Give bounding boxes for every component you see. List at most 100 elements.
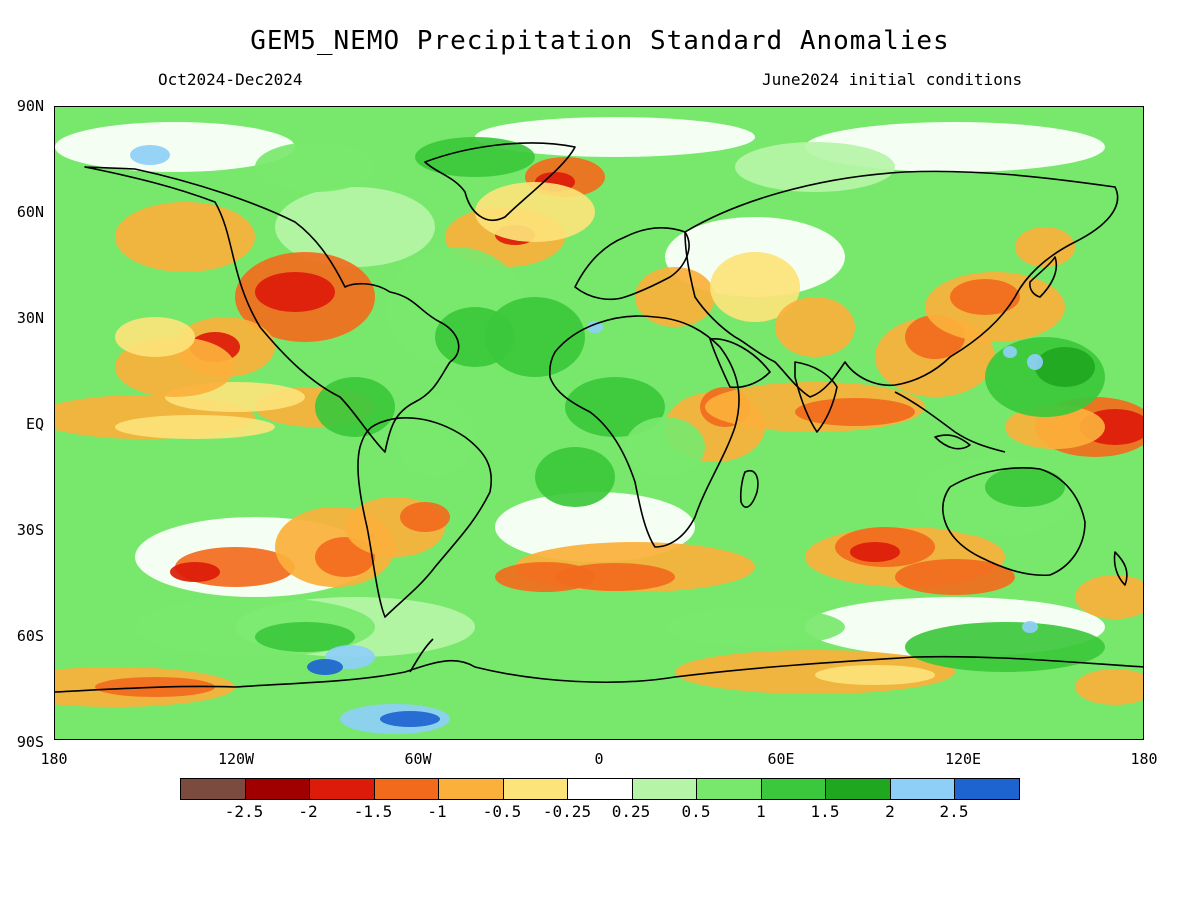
colorbar <box>180 778 1020 800</box>
colorbar-swatch <box>245 779 311 799</box>
anomaly-patch <box>255 272 335 312</box>
colorbar-swatch <box>310 779 375 799</box>
colorbar-swatch <box>568 779 633 799</box>
lon-label-0: 0 <box>594 750 604 768</box>
colorbar-swatch <box>503 779 569 799</box>
colorbar-label: 2 <box>885 802 895 821</box>
anomaly-patch <box>475 182 595 242</box>
india-coast <box>794 361 838 433</box>
anomaly-patch <box>850 542 900 562</box>
anomaly-patch <box>475 117 755 157</box>
arabia-coast <box>709 338 771 389</box>
colorbar-label: 1.5 <box>810 802 840 821</box>
europe-coast <box>574 227 690 301</box>
anomaly-patch <box>565 377 665 437</box>
lat-label-60n: 60N <box>16 203 44 221</box>
colorbar-swatch <box>826 779 891 799</box>
lat-label-30n: 30N <box>16 309 44 327</box>
anomaly-patch <box>535 447 615 507</box>
anomaly-patch <box>905 622 1105 672</box>
colorbar-label: 2.5 <box>939 802 969 821</box>
anomaly-patch <box>115 202 255 272</box>
anomaly-patch <box>255 622 355 652</box>
anomaly-patch <box>710 252 800 322</box>
anomaly-patch <box>1005 405 1105 449</box>
anomaly-patch <box>665 607 845 647</box>
anomaly-patch <box>1022 621 1038 633</box>
colorbar-swatch <box>439 779 504 799</box>
anomaly-patch <box>735 142 895 192</box>
anomaly-patch <box>485 297 585 377</box>
anomaly-patch <box>400 502 450 532</box>
asia-coast <box>684 170 1119 398</box>
anomaly-patch <box>415 137 535 177</box>
lat-label-60s: 60S <box>16 627 44 645</box>
coastlines <box>55 142 1143 693</box>
new-zealand-coast <box>1113 551 1128 586</box>
australia-coast <box>942 467 1086 577</box>
colorbar-swatch <box>761 779 827 799</box>
anomaly-patch <box>115 317 195 357</box>
anomaly-patch <box>130 145 170 165</box>
map-title: GEM5_NEMO Precipitation Standard Anomali… <box>250 26 950 56</box>
anomaly-patch <box>1035 347 1095 387</box>
anomaly-patch <box>985 467 1065 507</box>
lat-label-30s: 30S <box>16 521 44 539</box>
anomaly-patch <box>625 417 705 477</box>
lon-label-180e: 180 <box>1130 750 1158 768</box>
indonesia-coast <box>894 391 1006 453</box>
anomaly-patch <box>950 279 1020 315</box>
lon-label-120w: 120W <box>217 750 255 768</box>
lat-label-eq: EQ <box>25 415 44 433</box>
anomaly-patch <box>495 562 595 592</box>
colorbar-label: 0.25 <box>611 802 651 821</box>
anomaly-patch <box>795 398 915 426</box>
forecast-period: Oct2024-Dec2024 <box>158 70 303 89</box>
colorbar-label: -1.5 <box>353 802 393 821</box>
lon-label-60e: 60E <box>767 750 795 768</box>
anomaly-patch <box>255 142 375 192</box>
colorbar-label: -2 <box>298 802 318 821</box>
colorbar-swatch <box>697 779 762 799</box>
greenland-coast <box>424 142 576 221</box>
anomaly-patch <box>895 559 1015 595</box>
anomaly-patch <box>775 297 855 357</box>
colorbar-label: -2.5 <box>224 802 264 821</box>
anomaly-patch <box>1003 346 1017 358</box>
anomaly-patch <box>1015 227 1075 267</box>
lon-label-120e: 120E <box>944 750 982 768</box>
anomaly-patch <box>170 562 220 582</box>
north-america-coast <box>84 166 460 453</box>
anomaly-field <box>55 117 1143 734</box>
colorbar-label: -0.25 <box>542 802 592 821</box>
colorbar-swatch <box>955 779 1019 799</box>
anomaly-patch <box>635 267 715 327</box>
antarctic-peninsula-coast <box>409 638 434 673</box>
borneo-coast <box>934 434 971 450</box>
colorbar-label: -1 <box>427 802 447 821</box>
anomaly-map <box>54 106 1144 740</box>
anomaly-patch <box>1075 575 1143 619</box>
anomaly-patch <box>1027 354 1043 370</box>
colorbar-label: 0.5 <box>681 802 711 821</box>
initial-conditions: June2024 initial conditions <box>762 70 1023 89</box>
anomaly-patch <box>380 711 440 727</box>
madagascar-coast <box>739 470 759 508</box>
antarctica-coast <box>55 655 1143 693</box>
colorbar-label: -0.5 <box>482 802 522 821</box>
japan-coast <box>1029 256 1058 298</box>
anomaly-patch <box>307 659 343 675</box>
colorbar-swatch <box>374 779 440 799</box>
lat-label-90n: 90N <box>16 97 44 115</box>
anomaly-patch <box>55 122 295 172</box>
colorbar-swatch <box>181 779 246 799</box>
colorbar-swatch <box>632 779 698 799</box>
anomaly-patch <box>395 397 475 477</box>
lat-label-90s: 90S <box>16 733 44 751</box>
anomaly-patch <box>275 187 435 267</box>
anomaly-patch <box>815 665 935 685</box>
anomaly-patch <box>1075 669 1143 705</box>
africa-coast <box>548 315 740 548</box>
colorbar-swatch <box>890 779 956 799</box>
lon-label-60w: 60W <box>404 750 432 768</box>
